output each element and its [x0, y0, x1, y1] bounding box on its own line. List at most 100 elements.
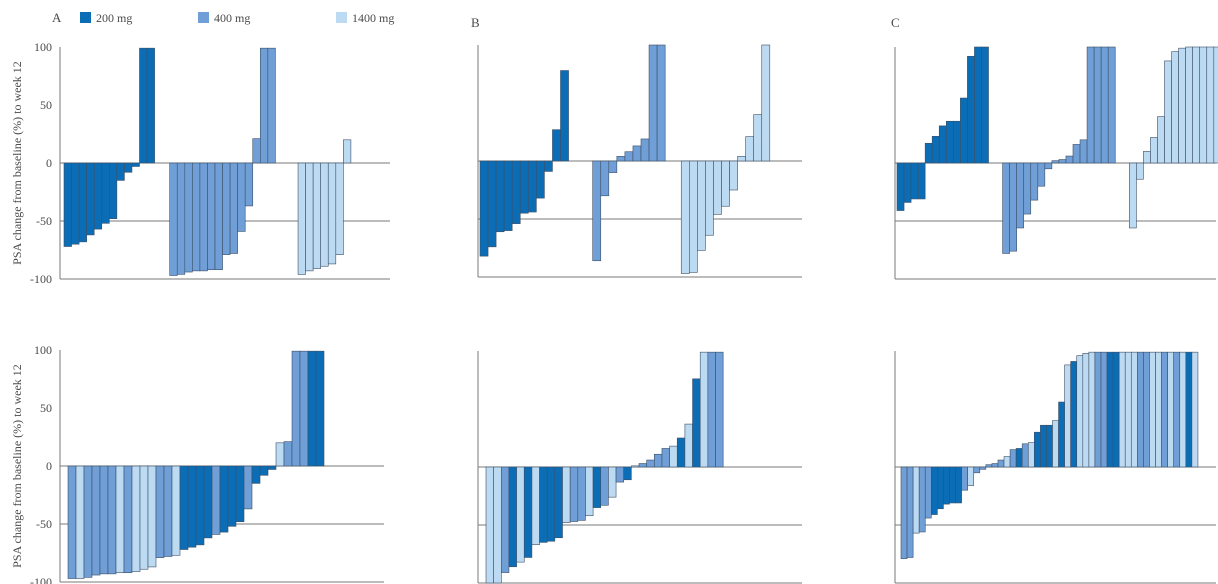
bar-1400mg [1027, 442, 1035, 468]
bar-400mg [653, 453, 663, 468]
bar-200mg [910, 162, 919, 200]
bar-200mg [552, 129, 561, 162]
bar-1400mg [1136, 162, 1144, 180]
legend-label-200mg: 200 mg [96, 11, 132, 25]
panel-label-b: B [471, 15, 480, 30]
bar-1400mg [1164, 60, 1172, 164]
bar-400mg [646, 459, 655, 468]
panel-label-a: A [52, 10, 62, 25]
bar-400mg [1051, 160, 1060, 164]
bar-400mg [107, 465, 117, 575]
panel-c-row1 [894, 46, 1218, 280]
bar-1400mg [131, 465, 141, 572]
legend-label-400mg: 400 mg [214, 11, 250, 25]
bar-400mg [1044, 162, 1053, 170]
bar-200mg [179, 465, 189, 550]
bar-200mg [953, 120, 961, 164]
bar-200mg [949, 466, 956, 504]
bar-1400mg [688, 160, 698, 273]
y-tick-label: 100 [34, 343, 52, 357]
bar-200mg [917, 162, 926, 200]
bar-1400mg [1124, 351, 1132, 468]
bar-400mg [648, 44, 658, 162]
bar-1400mg [967, 466, 975, 486]
bar-200mg [109, 162, 118, 219]
bar-400mg [991, 463, 999, 468]
bar-1400mg [516, 466, 525, 563]
bar-400mg [918, 466, 926, 533]
bar-1400mg [1143, 151, 1151, 164]
bar-1400mg [312, 162, 321, 269]
bar-200mg [93, 162, 103, 230]
bar-400mg [283, 441, 293, 467]
bar-200mg [1040, 424, 1047, 468]
bar-200mg [219, 465, 229, 533]
bar-1400mg [171, 465, 181, 556]
bar-1400mg [1129, 162, 1137, 229]
bar-1400mg [699, 351, 709, 468]
bar-1400mg [697, 160, 706, 251]
bar-400mg [199, 162, 208, 272]
panel-b-row1 [477, 44, 802, 278]
bar-200mg [544, 160, 553, 172]
bar-200mg [527, 160, 537, 213]
bar-400mg [961, 466, 968, 491]
bar-1400mg [1052, 420, 1059, 468]
bar-1400mg [1150, 137, 1158, 164]
bar-1400mg [1082, 353, 1090, 468]
bar-200mg [896, 162, 905, 211]
bar-200mg [131, 162, 140, 167]
bar-400mg [600, 466, 609, 506]
bar-400mg [985, 464, 993, 468]
bar-200mg [307, 350, 317, 467]
bar-400mg [176, 162, 186, 275]
bar-200mg [187, 465, 197, 548]
bar-400mg [1009, 449, 1017, 468]
bar-200mg [146, 47, 155, 164]
bar-400mg [243, 465, 253, 510]
bar-200mg [1058, 401, 1065, 468]
bar-200mg [930, 466, 938, 515]
bar-400mg [569, 466, 579, 522]
bar-200mg [101, 162, 110, 224]
bar-200mg [1106, 351, 1114, 468]
y-tick-label: -50 [36, 517, 52, 531]
bar-200mg [116, 162, 125, 181]
bar-400mg [244, 162, 254, 207]
bar-1400mg [327, 162, 337, 265]
bar-200mg [227, 465, 237, 527]
bar-1400mg [705, 160, 714, 236]
bar-400mg [229, 162, 238, 254]
bar-200mg [1070, 361, 1078, 468]
bar-400mg [155, 465, 165, 558]
bar-1400mg [305, 162, 314, 272]
bar-400mg [259, 47, 269, 164]
bar-400mg [1143, 351, 1150, 468]
bar-1400mg [745, 136, 755, 162]
bar-200mg [86, 162, 95, 236]
bar-200mg [943, 466, 950, 505]
bar-400mg [715, 351, 724, 468]
bar-200mg [259, 465, 269, 476]
bar-400mg [67, 465, 77, 579]
bar-200mg [931, 136, 940, 164]
bar-1400mg [320, 162, 329, 267]
bar-400mg [184, 162, 193, 273]
bar-400mg [640, 138, 650, 162]
bar-400mg [1065, 155, 1074, 164]
bar-400mg [997, 459, 1005, 468]
bar-400mg [1016, 162, 1025, 229]
bar-400mg [906, 466, 914, 558]
bar-1400mg [562, 466, 571, 523]
bar-200mg [592, 466, 602, 508]
bar-1400mg [147, 465, 157, 568]
bar-1400mg [1064, 364, 1071, 468]
bar-400mg [632, 145, 642, 162]
y-tick-label: 50 [40, 401, 52, 415]
bar-400mg [91, 465, 101, 576]
bar-200mg [967, 55, 975, 164]
bar-400mg [1137, 351, 1144, 468]
bar-1400mg [585, 466, 594, 517]
bar-1400mg [680, 160, 690, 274]
bar-400mg [1030, 162, 1039, 201]
